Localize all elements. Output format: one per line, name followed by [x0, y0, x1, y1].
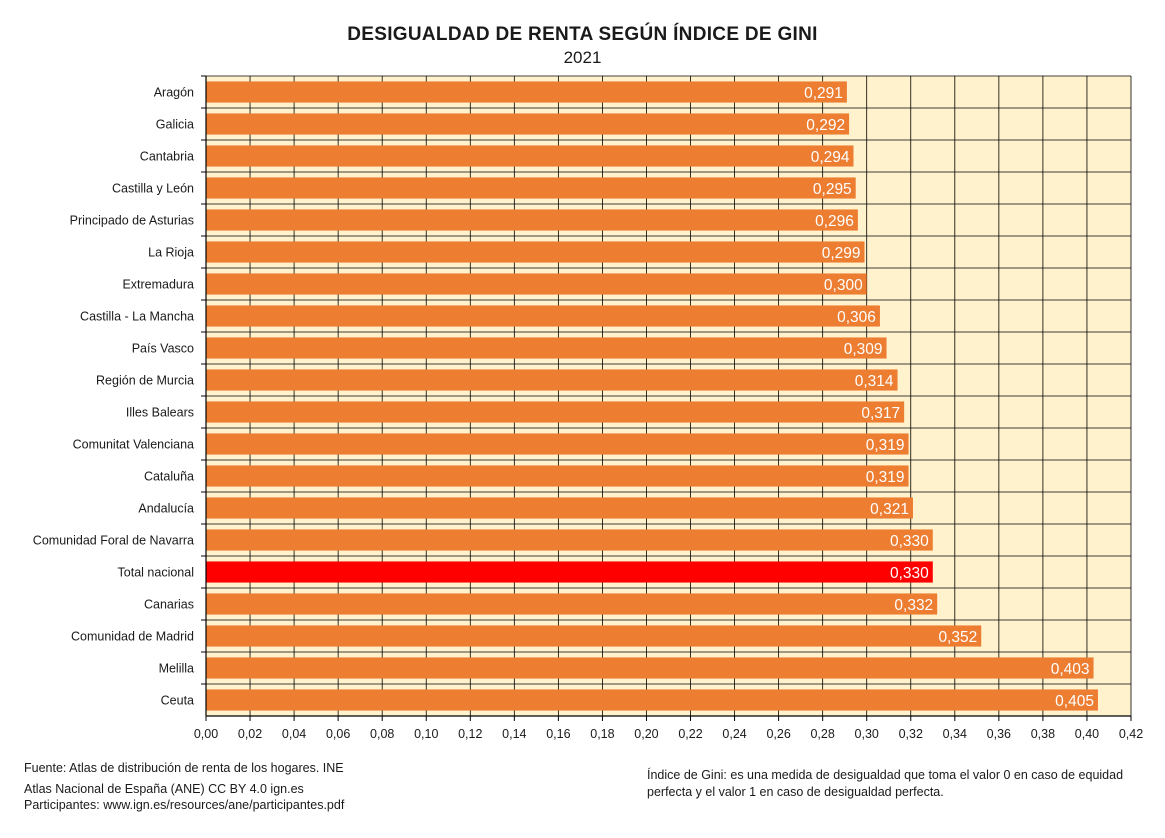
x-tick-label: 0,32 — [899, 727, 923, 741]
bar — [206, 561, 933, 583]
category-label: Galicia — [156, 118, 194, 132]
x-tick-label: 0,36 — [987, 727, 1011, 741]
bar — [206, 401, 905, 423]
x-tick-label: 0,06 — [326, 727, 350, 741]
category-label: Principado de Asturias — [70, 214, 194, 228]
value-label: 0,295 — [813, 181, 852, 198]
value-label: 0,299 — [822, 245, 861, 262]
bar — [206, 337, 887, 359]
bar — [206, 593, 938, 615]
category-label: La Rioja — [148, 246, 194, 260]
footer-license: Atlas Nacional de España (ANE) CC BY 4.0… — [24, 782, 304, 796]
x-tick-label: 0,42 — [1119, 727, 1143, 741]
category-label: Aragón — [154, 86, 194, 100]
x-tick-label: 0,24 — [722, 727, 746, 741]
x-tick-label: 0,04 — [282, 727, 306, 741]
x-tick-label: 0,02 — [238, 727, 262, 741]
bar — [206, 497, 913, 519]
bar — [206, 529, 933, 551]
value-label: 0,317 — [861, 405, 900, 422]
category-label: Andalucía — [138, 502, 194, 516]
category-label: Melilla — [159, 662, 194, 676]
x-tick-label: 0,12 — [458, 727, 482, 741]
x-tick-label: 0,14 — [502, 727, 526, 741]
x-tick-label: 0,00 — [194, 727, 218, 741]
value-label: 0,405 — [1055, 693, 1094, 710]
value-label: 0,291 — [804, 85, 843, 102]
value-label: 0,294 — [811, 149, 850, 166]
chart-subtitle: 2021 — [563, 48, 602, 67]
category-label: Extremadura — [122, 278, 194, 292]
category-label: Canarias — [144, 598, 194, 612]
value-label: 0,321 — [870, 501, 909, 518]
category-label: Región de Murcia — [96, 374, 194, 388]
value-label: 0,314 — [855, 373, 894, 390]
x-tick-label: 0,16 — [546, 727, 570, 741]
category-label: Cantabria — [140, 150, 194, 164]
value-label: 0,306 — [837, 309, 876, 326]
bar — [206, 625, 982, 647]
x-tick-label: 0,30 — [855, 727, 879, 741]
x-tick-label: 0,26 — [766, 727, 790, 741]
category-label: Castilla - La Mancha — [80, 310, 194, 324]
chart-title: DESIGUALDAD DE RENTA SEGÚN ÍNDICE DE GIN… — [347, 24, 818, 45]
bar — [206, 209, 858, 231]
x-tick-label: 0,08 — [370, 727, 394, 741]
value-label: 0,330 — [890, 565, 929, 582]
bar — [206, 433, 909, 455]
category-label: Cataluña — [144, 470, 194, 484]
bar — [206, 369, 898, 391]
value-label: 0,352 — [938, 629, 977, 646]
x-tick-label: 0,28 — [810, 727, 834, 741]
bar — [206, 81, 847, 103]
category-label: Comunidad de Madrid — [71, 630, 194, 644]
bar-chart: Aragón 0,291 Galicia 0,292 Cantabria 0,294 Cas… — [33, 75, 1143, 741]
value-label: 0,403 — [1051, 661, 1090, 678]
x-tick-label: 0,34 — [943, 727, 967, 741]
x-tick-label: 0,22 — [678, 727, 702, 741]
x-tick-label: 0,20 — [634, 727, 658, 741]
x-tick-label: 0,38 — [1031, 727, 1055, 741]
value-label: 0,319 — [866, 437, 905, 454]
category-label: Total nacional — [118, 566, 194, 580]
value-label: 0,332 — [894, 597, 933, 614]
value-label: 0,300 — [824, 277, 863, 294]
x-tick-label: 0,40 — [1075, 727, 1099, 741]
footer-gini-note: Índice de Gini: es una medida de desigua… — [647, 768, 1124, 799]
category-label: Comunidad Foral de Navarra — [33, 534, 194, 548]
bar — [206, 689, 1098, 711]
category-label: Comunitat Valenciana — [73, 438, 194, 452]
bar — [206, 273, 867, 295]
value-label: 0,319 — [866, 469, 905, 486]
footer-source: Fuente: Atlas de distribución de renta d… — [24, 761, 344, 775]
bar — [206, 113, 850, 135]
category-label: Castilla y León — [112, 182, 194, 196]
footer-participants: Participantes: www.ign.es/resources/ane/… — [24, 798, 345, 812]
value-label: 0,292 — [806, 117, 845, 134]
bar — [206, 177, 856, 199]
value-label: 0,309 — [844, 341, 883, 358]
category-label: País Vasco — [132, 342, 194, 356]
category-label: Illes Balears — [126, 406, 194, 420]
bar — [206, 465, 909, 487]
bar — [206, 657, 1094, 679]
value-label: 0,296 — [815, 213, 854, 230]
value-label: 0,330 — [890, 533, 929, 550]
x-tick-label: 0,18 — [590, 727, 614, 741]
bar — [206, 145, 854, 167]
bar — [206, 241, 865, 263]
bar — [206, 305, 880, 327]
x-tick-label: 0,10 — [414, 727, 438, 741]
category-label: Ceuta — [161, 694, 194, 708]
